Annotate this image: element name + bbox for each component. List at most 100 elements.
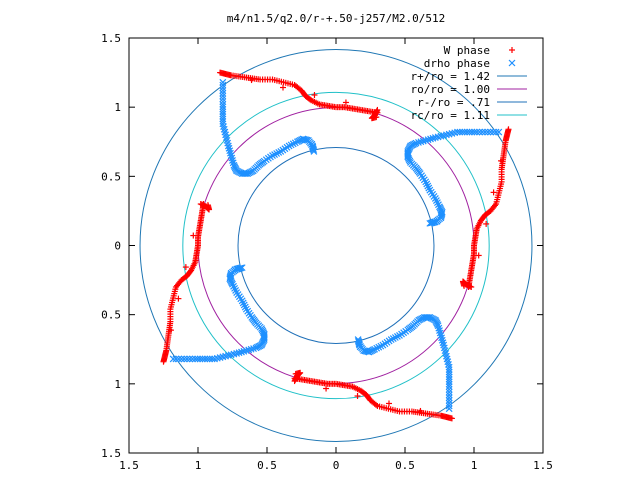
drho-phase-point [219, 92, 227, 100]
drho-point-b [178, 355, 185, 363]
drho-point-b [285, 142, 293, 150]
drho-phase-point [431, 195, 439, 202]
drho-point-b [299, 135, 307, 143]
drho-point-b [362, 347, 370, 355]
drho-point-b [219, 89, 227, 97]
drho-point-b [221, 128, 229, 136]
drho-point-b [224, 139, 232, 147]
drho-phase-point [396, 331, 403, 339]
drho-phase-point [225, 144, 233, 152]
drho-point-b [445, 385, 453, 393]
drho-phase-point [487, 128, 494, 136]
drho-point-b [429, 134, 437, 142]
drho-point-b [219, 120, 227, 128]
drho-phase-point [219, 84, 227, 92]
drho-point-b [427, 135, 434, 143]
drho-point-b [456, 128, 464, 136]
drho-point-b [443, 355, 451, 363]
drho-phase-point [250, 345, 257, 352]
drho-point-b [417, 138, 425, 146]
chart-title: m4/n1.5/q2.0/r-+.50-j257/M2.0/512 [227, 12, 446, 25]
w-phase-point [354, 393, 361, 400]
drho-point-b [441, 347, 449, 355]
drho-point-b [476, 128, 483, 136]
drho-point-b [175, 355, 183, 363]
w-phase-point [160, 358, 167, 365]
drho-phase-point [231, 266, 239, 274]
drho-phase-point [291, 139, 299, 147]
drho-point-b [240, 347, 248, 355]
drho-phase-point [235, 349, 243, 357]
drho-point-b [300, 135, 308, 143]
drho-phase-point [484, 128, 492, 136]
drho-phase-point [445, 399, 453, 407]
drho-point-b [242, 305, 250, 313]
y-tick-label: 0.5 [101, 309, 121, 322]
drho-phase-point [247, 345, 255, 353]
drho-point-b [169, 355, 177, 363]
drho-point-b [391, 334, 399, 341]
drho-phase-point [393, 333, 401, 340]
drho-point-b [229, 159, 237, 167]
drho-phase-point [439, 339, 447, 347]
drho-phase-point [437, 331, 445, 339]
drho-phase-point [226, 147, 234, 155]
drho-point-b [225, 144, 233, 152]
circle-roro [197, 107, 475, 384]
drho-phase-point [435, 201, 442, 209]
drho-point-b [355, 338, 363, 346]
drho-point-b [240, 301, 248, 309]
drho-phase-point [417, 138, 425, 146]
legend-label: r+/ro = 1.42 [411, 70, 490, 83]
drho-phase-point [445, 402, 453, 410]
drho-phase-point [219, 98, 227, 106]
drho-point-b [396, 331, 403, 339]
w-phase-point [292, 370, 299, 377]
drho-point-b [228, 154, 236, 162]
drho-point-b [379, 341, 387, 349]
drho-point-b [309, 143, 316, 151]
drho-phase-point [238, 348, 245, 356]
drho-point-b [271, 151, 279, 158]
w-phase-point [448, 415, 455, 422]
drho-point-b [219, 78, 227, 86]
w-phase-point [217, 69, 224, 76]
drho-phase-point [391, 334, 399, 341]
w-phase-point [483, 220, 490, 227]
drho-phase-point [431, 218, 439, 226]
drho-point-b [435, 324, 443, 332]
drho-point-b [302, 136, 310, 144]
drho-point-b [356, 343, 364, 351]
drho-phase-point [275, 149, 283, 156]
drho-phase-point [232, 287, 240, 294]
drho-phase-point [271, 151, 279, 158]
circle-rro [237, 147, 435, 344]
drho-phase-point [233, 349, 241, 357]
drho-phase-point [219, 89, 227, 97]
circle-rro [139, 49, 533, 442]
drho-phase-point [379, 341, 387, 349]
drho-point-b [419, 137, 427, 145]
drho-phase-point [445, 388, 453, 396]
drho-point-b [308, 140, 316, 148]
drho-point-b [445, 402, 453, 410]
drho-phase-point [440, 341, 448, 349]
drho-point-b [231, 284, 238, 292]
y-tick-label: 1 [114, 101, 121, 114]
drho-phase-point [445, 405, 453, 413]
drho-point-b [445, 361, 452, 368]
drho-point-b [236, 264, 244, 272]
drho-point-b [247, 345, 255, 353]
drho-phase-point [287, 141, 295, 149]
drho-point-b [356, 340, 363, 348]
drho-point-b [219, 98, 227, 106]
legend-label: r-/ro = .71 [417, 96, 490, 109]
x-tick-label: 0.5 [395, 459, 415, 472]
drho-phase-point [445, 385, 453, 393]
drho-phase-point [423, 180, 431, 188]
drho-phase-point [436, 329, 444, 337]
drho-point-b [227, 152, 235, 160]
w-phase-point [491, 202, 498, 209]
drho-phase-point [269, 152, 276, 160]
drho-phase-point [308, 140, 316, 148]
